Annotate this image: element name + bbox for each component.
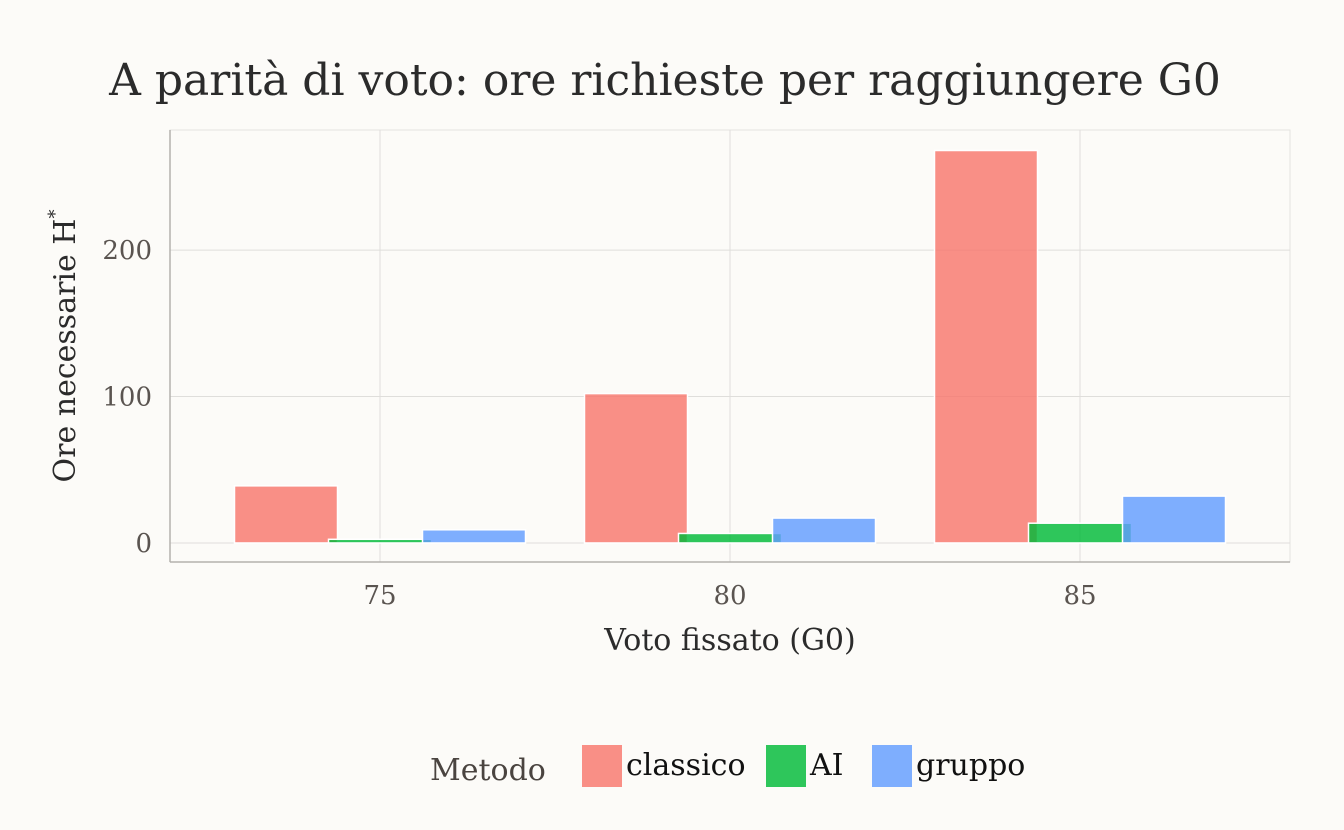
- bar-AI-80: [677, 532, 783, 544]
- bar-classico-85: [933, 149, 1039, 544]
- legend: Metodo classico AI gruppo: [430, 745, 1025, 788]
- x-axis-label: Voto fissato (G0): [603, 623, 855, 658]
- legend-label-gruppo: gruppo: [916, 748, 1025, 783]
- y-axis-label-group: Ore necessarie H*: [45, 210, 83, 483]
- y-tick-label: 200: [102, 236, 152, 266]
- bar-AI-75: [327, 538, 433, 544]
- bar-gruppo-85: [1121, 495, 1227, 544]
- x-tick-label: 75: [363, 581, 396, 611]
- chart-title: A parità di voto: ore richieste per ragg…: [108, 55, 1221, 106]
- ticks-layer: 0 100 200 75 80 85: [102, 236, 1096, 611]
- bar-AI-85: [1027, 522, 1133, 544]
- bar-gruppo-75: [421, 529, 527, 544]
- bar-classico-80: [583, 392, 689, 544]
- y-tick-label: 100: [102, 383, 152, 413]
- y-tick-label: 0: [135, 529, 152, 559]
- y-axis-label-superscript: *: [45, 210, 66, 219]
- y-axis-label: Ore necessarie H*: [45, 210, 83, 483]
- legend-key-gruppo: [872, 745, 912, 787]
- legend-key-classico: [582, 745, 622, 787]
- x-tick-label: 80: [713, 581, 746, 611]
- y-axis-label-main: Ore necessarie H: [48, 219, 83, 483]
- legend-label-classico: classico: [626, 748, 746, 783]
- x-tick-label: 85: [1063, 581, 1096, 611]
- bar-gruppo-80: [771, 517, 877, 544]
- legend-label-AI: AI: [809, 748, 844, 783]
- legend-key-AI: [766, 745, 806, 787]
- bar-classico-75: [233, 485, 339, 544]
- bars-layer: [233, 149, 1227, 544]
- legend-title: Metodo: [430, 753, 546, 788]
